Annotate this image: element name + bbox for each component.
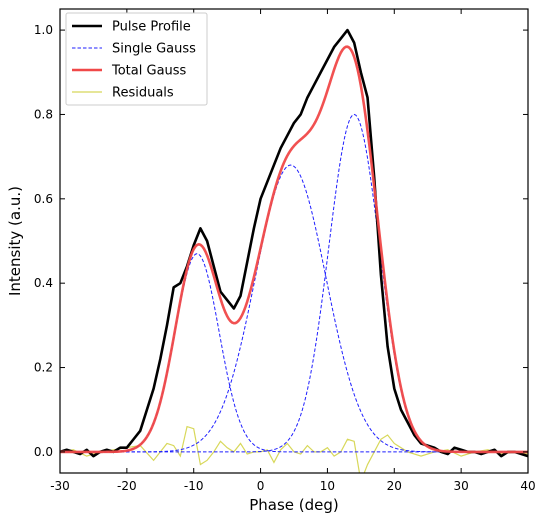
legend: Pulse Profile Single Gauss Total Gauss R…	[65, 12, 208, 106]
y-tick-label: 0.2	[34, 361, 53, 375]
legend-label-residuals: Residuals	[112, 86, 174, 101]
legend-label-pulse-profile: Pulse Profile	[112, 20, 191, 35]
y-tick-label: 0.0	[34, 445, 53, 459]
legend-label-single-gauss: Single Gauss	[112, 42, 196, 57]
y-axis: 0.0 0.2 0.4 0.6 0.8 1.0	[34, 23, 528, 459]
plot-frame	[59, 8, 529, 474]
series-single-gauss-line-3	[60, 113, 528, 453]
series-total-gauss-line	[60, 45, 528, 454]
x-tick-label: 20	[387, 479, 402, 493]
x-tick-label: -30	[50, 479, 70, 493]
series-single-gauss-line-1	[60, 253, 528, 453]
y-axis-label: Intensity (a.u.)	[6, 186, 24, 296]
legend-label-total-gauss: Total Gauss	[111, 64, 187, 79]
series-single-gauss-line-2	[60, 164, 528, 453]
y-tick-label: 0.4	[34, 276, 53, 290]
x-tick-label: 0	[257, 479, 265, 493]
series-residuals-line	[60, 425, 528, 473]
x-axis: -30 -20 -10 0 10 20 30 40	[50, 9, 536, 493]
y-tick-label: 0.6	[34, 192, 53, 206]
x-tick-label: -10	[184, 479, 204, 493]
x-tick-label: 30	[454, 479, 469, 493]
x-tick-label: -20	[117, 479, 137, 493]
y-tick-label: 1.0	[34, 23, 53, 37]
x-tick-label: 10	[320, 479, 335, 493]
y-tick-label: 0.8	[34, 107, 53, 121]
x-axis-label: Phase (deg)	[249, 496, 339, 514]
plot-area	[60, 28, 528, 473]
legend-box	[65, 12, 208, 106]
x-tick-label: 40	[520, 479, 535, 493]
